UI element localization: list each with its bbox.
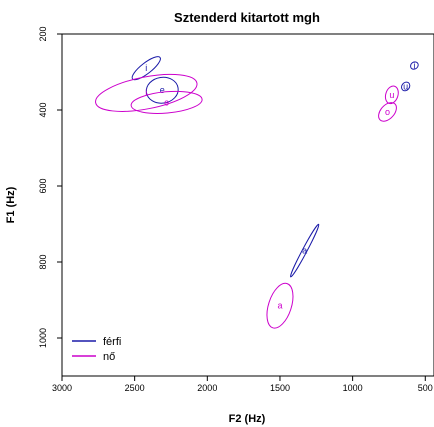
y-axis: 200 400 600 800 1000	[38, 26, 62, 348]
vowel-label: i	[413, 61, 415, 71]
vowel-label: o	[385, 107, 390, 117]
vowel-label: i	[145, 63, 147, 73]
vowel-label: a	[302, 246, 307, 256]
plot-area	[61, 33, 434, 377]
legend-label: nő	[103, 351, 115, 363]
confidence-ellipse	[266, 282, 294, 329]
x-tick-label: 2500	[125, 383, 145, 393]
y-tick-label: 800	[38, 254, 48, 269]
y-tick-label: 400	[38, 102, 48, 117]
legend: férfi nő	[72, 336, 121, 363]
y-tick-label: 200	[38, 26, 48, 41]
vowel-label: u	[389, 90, 394, 100]
x-tick-label: 2000	[197, 383, 217, 393]
confidence-ellipse	[378, 102, 397, 122]
confidence-ellipse	[95, 73, 198, 112]
vowel-label: e	[160, 85, 165, 95]
y-axis-title: F1 (Hz)	[5, 186, 17, 223]
confidence-ellipse	[145, 76, 179, 104]
confidence-ellipse	[130, 90, 203, 114]
legend-label: férfi	[103, 336, 121, 348]
confidence-ellipse	[290, 223, 320, 278]
vowel-label: a	[277, 301, 282, 311]
x-axis-title: F2 (Hz)	[229, 413, 266, 425]
confidence-ellipse	[131, 56, 161, 81]
confidence-ellipse	[410, 61, 419, 70]
x-tick-label: 1500	[270, 383, 290, 393]
y-tick-label: 1000	[38, 328, 48, 348]
chart-title: Sztenderd kitartott mgh	[174, 10, 320, 25]
x-tick-label: 1000	[343, 383, 363, 393]
vowel-label: u	[403, 81, 408, 91]
x-tick-label: 3000	[52, 383, 72, 393]
vowel-label: e	[164, 97, 169, 107]
x-tick-label: 500	[418, 383, 433, 393]
x-axis: 3000 2500 2000 1500 1000 500	[52, 376, 433, 393]
confidence-ellipse	[401, 81, 411, 92]
vowel-label: i	[145, 88, 147, 98]
y-tick-label: 600	[38, 178, 48, 193]
